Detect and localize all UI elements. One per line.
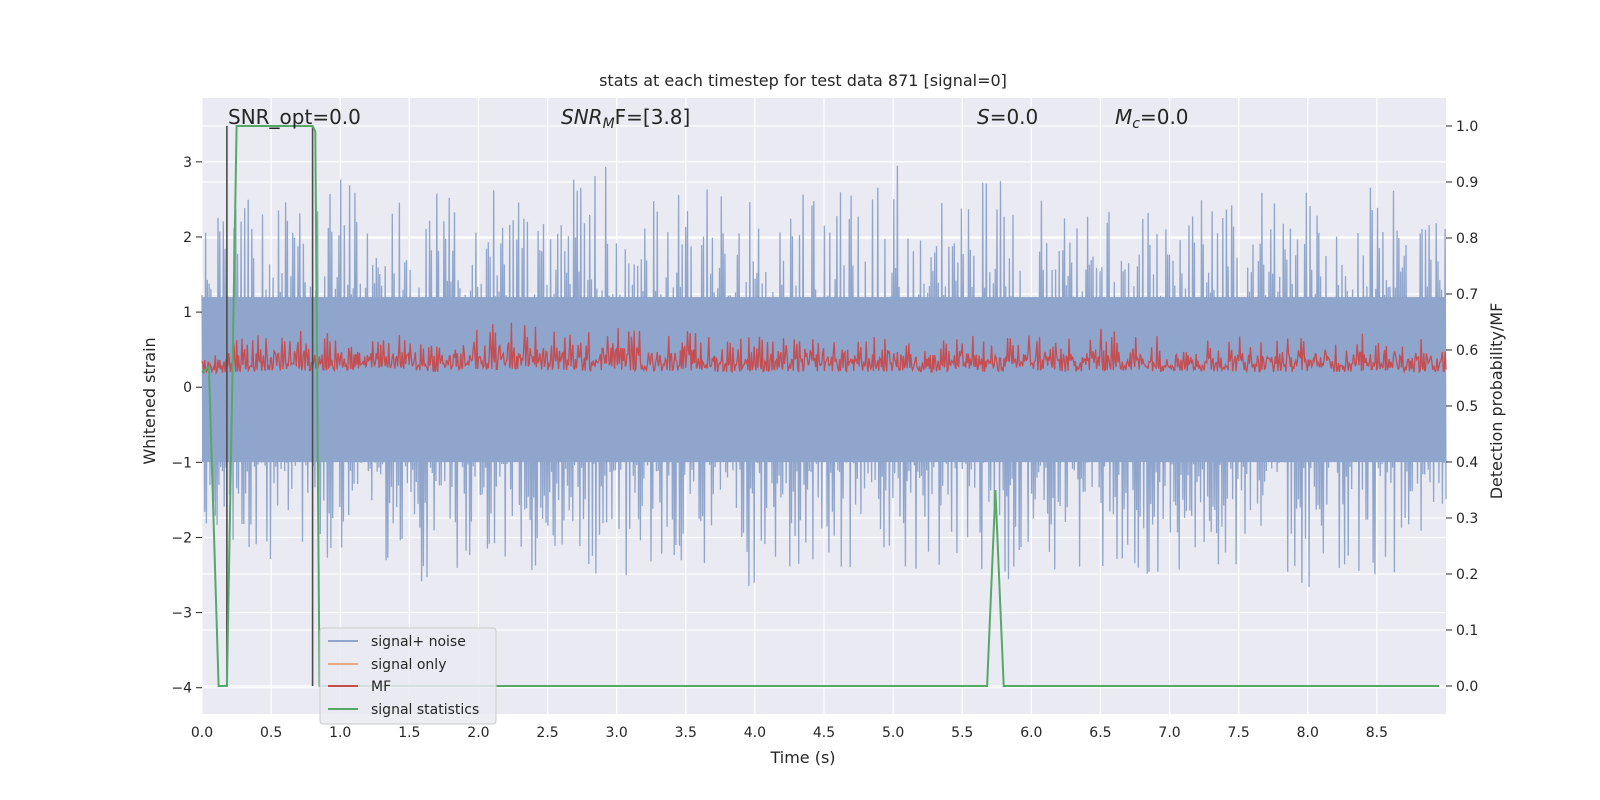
- x-tick-label: 3.0: [606, 725, 628, 741]
- x-tick-label: 8.5: [1366, 725, 1388, 741]
- y-right-axis-ticks: 0.0 0.1 0.2 0.3 0.4 0.5 0.6 0.7 0.8 0.9 1.0: [1446, 119, 1478, 695]
- x-tick-label: 4.5: [813, 725, 835, 741]
- x-tick-label: 3.5: [675, 725, 697, 741]
- x-tick-label: 2.0: [467, 725, 489, 741]
- x-tick-label: 8.0: [1297, 725, 1319, 741]
- x-axis-ticks: 0.0 0.5 1.0 1.5 2.0 2.5 3.0 3.5 4.0 4.5 5.0 5.5 6.0 6…: [191, 725, 1388, 741]
- legend-label-signal-statistics: signal statistics: [371, 702, 479, 718]
- y-right-axis-label: Detection probability/MF: [1487, 303, 1506, 500]
- y-right-tick-label: 1.0: [1456, 119, 1478, 135]
- legend-label-signal-only: signal only: [371, 657, 446, 673]
- x-tick-label: 6.0: [1020, 725, 1042, 741]
- y-left-axis-label: Whitened strain: [140, 337, 159, 464]
- signal-statistics-line: [201, 125, 1440, 687]
- x-tick-label: 5.5: [951, 725, 973, 741]
- y-right-tick-label: 0.6: [1456, 343, 1478, 359]
- mf-line: [201, 322, 1447, 376]
- y-right-tick-label: 0.1: [1456, 623, 1478, 639]
- annotation-snr-opt: SNR_opt=0.0: [228, 105, 361, 129]
- mf-series: [201, 322, 1447, 376]
- y-left-axis-ticks: −4 −3 −2 −1 0 1 2 3: [171, 155, 202, 697]
- y-right-tick-label: 0.0: [1456, 679, 1478, 695]
- x-tick-label: 2.5: [536, 725, 558, 741]
- signal-statistics-series: [201, 125, 1440, 687]
- legend: signal+ noise signal only MF signal stat…: [319, 627, 497, 725]
- x-tick-label: 4.0: [744, 725, 766, 741]
- y-right-tick-label: 0.9: [1456, 175, 1478, 191]
- x-tick-label: 6.5: [1089, 725, 1111, 741]
- chart-title: stats at each timestep for test data 871…: [599, 71, 1007, 90]
- y-left-tick-label: 0: [183, 380, 192, 396]
- annotation-s: S=0.0: [977, 105, 1038, 129]
- y-left-tick-label: 3: [183, 155, 192, 171]
- x-tick-label: 1.5: [398, 725, 420, 741]
- x-tick-label: 5.0: [882, 725, 904, 741]
- y-left-tick-label: −3: [171, 606, 192, 622]
- y-right-tick-label: 0.2: [1456, 567, 1478, 583]
- annotation-mc: Mc=0.0: [1115, 105, 1189, 132]
- signal-noise-core-band: [202, 297, 1446, 463]
- annotation-snr-mf: SNRMF=[3.8]: [561, 105, 690, 132]
- y-right-tick-label: 0.4: [1456, 455, 1478, 471]
- y-left-tick-label: −2: [171, 530, 192, 546]
- y-left-tick-label: 1: [183, 305, 192, 321]
- x-axis-label: Time (s): [769, 748, 835, 767]
- noise-series: [201, 165, 1447, 587]
- vertical-markers: [226, 126, 314, 686]
- y-right-tick-label: 0.3: [1456, 511, 1478, 527]
- y-left-tick-label: 2: [183, 230, 192, 246]
- x-tick-label: 0.5: [260, 725, 282, 741]
- y-right-tick-label: 0.8: [1456, 231, 1478, 247]
- x-tick-label: 7.5: [1228, 725, 1250, 741]
- y-left-tick-label: −1: [171, 455, 192, 471]
- x-tick-label: 7.0: [1158, 725, 1180, 741]
- legend-box: [319, 627, 497, 725]
- x-tick-label: 0.0: [191, 725, 213, 741]
- x-tick-label: 1.0: [329, 725, 351, 741]
- y-left-tick-label: −4: [171, 681, 192, 697]
- y-right-tick-label: 0.5: [1456, 399, 1478, 415]
- legend-label-mf: MF: [371, 679, 391, 695]
- y-right-tick-label: 0.7: [1456, 287, 1478, 303]
- legend-label-signal-noise: signal+ noise: [371, 634, 466, 650]
